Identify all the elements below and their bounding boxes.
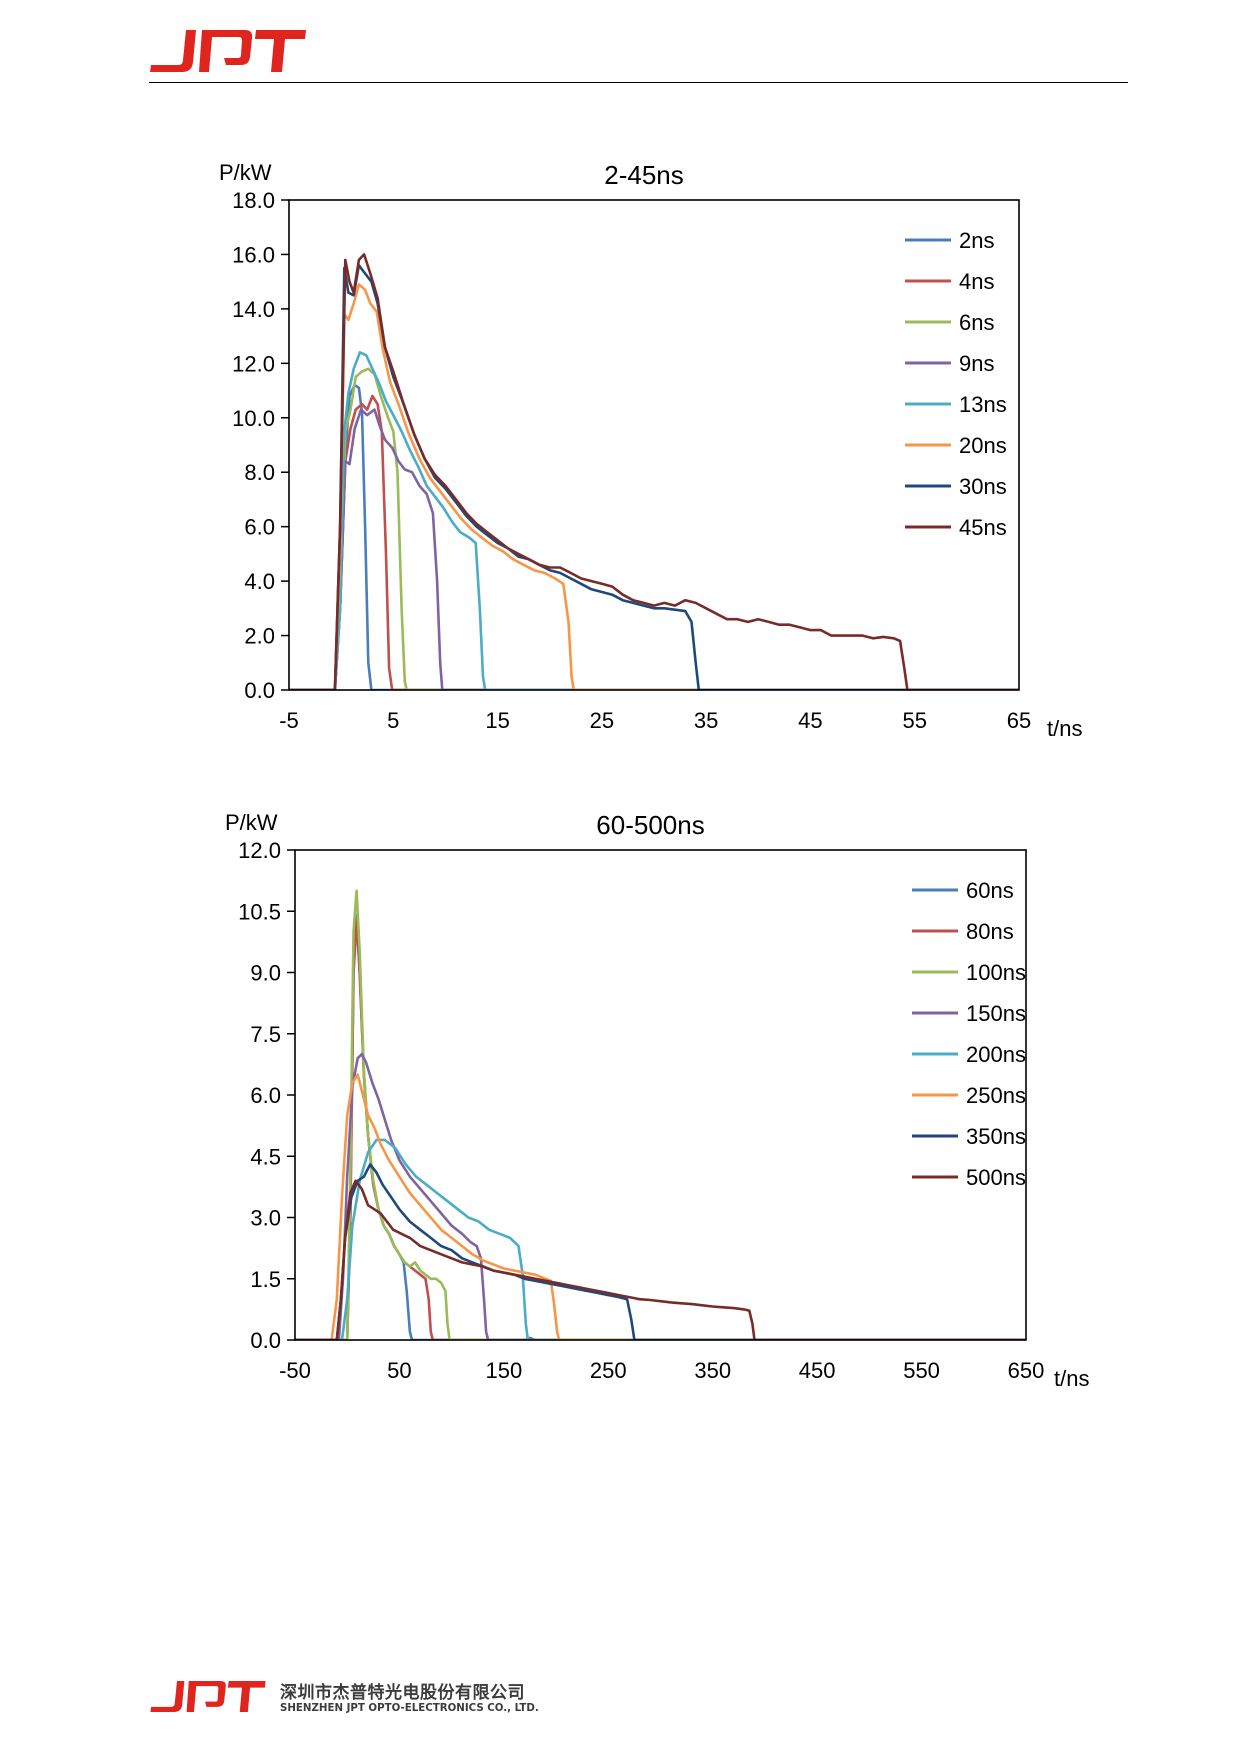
- legend-item-150ns: 150ns: [912, 1001, 1026, 1026]
- chart-title: 2-45ns: [604, 160, 684, 190]
- y-tick-label: 0.0: [250, 1328, 281, 1353]
- x-tick-label: 5: [387, 708, 399, 733]
- legend-label: 9ns: [959, 351, 994, 376]
- y-tick-label: 7.5: [250, 1022, 281, 1047]
- legend-label: 250ns: [966, 1083, 1026, 1108]
- legend-label: 30ns: [959, 474, 1007, 499]
- plot-frame: [288, 199, 1020, 691]
- series-line-45ns: [289, 253, 1019, 690]
- legend-label: 45ns: [959, 515, 1007, 540]
- chart-title: 60-500ns: [596, 810, 704, 840]
- x-tick-label: 55: [902, 708, 926, 733]
- x-axis-label: t/ns: [1047, 716, 1082, 741]
- series-line-250ns: [295, 1073, 1026, 1340]
- legend-item-20ns: 20ns: [905, 433, 1007, 458]
- legend-label: 80ns: [966, 919, 1014, 944]
- legend-item-6ns: 6ns: [905, 310, 994, 335]
- series-line-6ns: [289, 367, 1019, 690]
- series-line-100ns: [295, 889, 1026, 1340]
- series-line-20ns: [289, 283, 1019, 690]
- series-line-9ns: [289, 408, 1019, 690]
- series-group: [295, 889, 1026, 1340]
- y-tick-label: 0.0: [244, 678, 275, 703]
- legend-item-13ns: 13ns: [905, 392, 1007, 417]
- x-tick-label: 550: [903, 1358, 940, 1383]
- legend-item-200ns: 200ns: [912, 1042, 1026, 1067]
- series-line-60ns: [295, 914, 1026, 1340]
- y-tick-label: 8.0: [244, 460, 275, 485]
- legend-item-9ns: 9ns: [905, 351, 994, 376]
- chart-60-500ns: 60-500ns P/kW t/ns 0.0 1.5 3.0 4.5 6.0 7.5 9.0 10.…: [225, 810, 1089, 1391]
- legend-label: 6ns: [959, 310, 994, 335]
- company-name-english: SHENZHEN JPT OPTO-ELECTRONICS CO., LTD.: [280, 1701, 539, 1714]
- jpt-logo: [150, 30, 306, 72]
- legend-item-350ns: 350ns: [912, 1124, 1026, 1149]
- y-tick-label: 6.0: [250, 1083, 281, 1108]
- y-tick-label: 6.0: [244, 515, 275, 540]
- y-tick-label: 14.0: [232, 297, 275, 322]
- y-tick-label: 16.0: [232, 242, 275, 267]
- series-line-350ns: [295, 1163, 1026, 1340]
- legend-item-100ns: 100ns: [912, 960, 1026, 985]
- y-tick-label: 3.0: [250, 1206, 281, 1231]
- y-tick-label: 9.0: [250, 961, 281, 986]
- legend-item-4ns: 4ns: [905, 269, 994, 294]
- chart-2-45ns: 2-45ns P/kW t/ns 0.0 2.0 4.0 6.0 8.0 10.0 12.0 14.…: [219, 160, 1082, 741]
- x-tick-label: 45: [798, 708, 822, 733]
- legend-item-80ns: 80ns: [912, 919, 1014, 944]
- legend-item-30ns: 30ns: [905, 474, 1007, 499]
- y-tick-label: 2.0: [244, 624, 275, 649]
- x-tick-label: -5: [279, 708, 299, 733]
- legend-label: 13ns: [959, 392, 1007, 417]
- y-tick-label: 18.0: [232, 188, 275, 213]
- x-tick-label: 650: [1008, 1358, 1045, 1383]
- y-axis-label: P/kW: [219, 160, 272, 185]
- header-divider: [149, 82, 1128, 83]
- y-axis-label: P/kW: [225, 810, 278, 835]
- legend-label: 150ns: [966, 1001, 1026, 1026]
- x-tick-label: -50: [279, 1358, 311, 1383]
- legend-label: 200ns: [966, 1042, 1026, 1067]
- series-group: [289, 253, 1019, 690]
- x-tick-label: 15: [485, 708, 509, 733]
- series-line-500ns: [295, 1179, 1026, 1340]
- legend-label: 100ns: [966, 960, 1026, 985]
- x-axis-label: t/ns: [1054, 1366, 1089, 1391]
- company-name-chinese: 深圳市杰普特光电股份有限公司: [280, 1683, 525, 1703]
- y-tick-label: 12.0: [232, 351, 275, 376]
- legend-item-45ns: 45ns: [905, 515, 1007, 540]
- x-tick-label: 65: [1007, 708, 1031, 733]
- legend-item-2ns: 2ns: [905, 228, 994, 253]
- y-tick-label: 12.0: [238, 838, 281, 863]
- footer-jpt-logo: [150, 1681, 266, 1712]
- legend-label: 60ns: [966, 878, 1014, 903]
- series-line-13ns: [289, 351, 1019, 690]
- y-tick-label: 10.0: [232, 406, 275, 431]
- x-tick-label: 150: [485, 1358, 522, 1383]
- legend-item-500ns: 500ns: [912, 1165, 1026, 1190]
- x-tick-label: 25: [590, 708, 614, 733]
- legend-item-250ns: 250ns: [912, 1083, 1026, 1108]
- x-tick-label: 450: [799, 1358, 836, 1383]
- legend-label: 500ns: [966, 1165, 1026, 1190]
- series-line-150ns: [295, 1052, 1026, 1340]
- y-tick-label: 4.5: [250, 1144, 281, 1169]
- legend-item-60ns: 60ns: [912, 878, 1014, 903]
- y-tick-label: 4.0: [244, 569, 275, 594]
- x-tick-label: 50: [387, 1358, 411, 1383]
- x-tick-label: 250: [590, 1358, 627, 1383]
- legend-label: 2ns: [959, 228, 994, 253]
- y-tick-label: 1.5: [250, 1267, 281, 1292]
- x-tick-label: 350: [694, 1358, 731, 1383]
- x-tick-label: 35: [694, 708, 718, 733]
- legend-label: 4ns: [959, 269, 994, 294]
- legend-label: 350ns: [966, 1124, 1026, 1149]
- y-tick-label: 10.5: [238, 899, 281, 924]
- legend-label: 20ns: [959, 433, 1007, 458]
